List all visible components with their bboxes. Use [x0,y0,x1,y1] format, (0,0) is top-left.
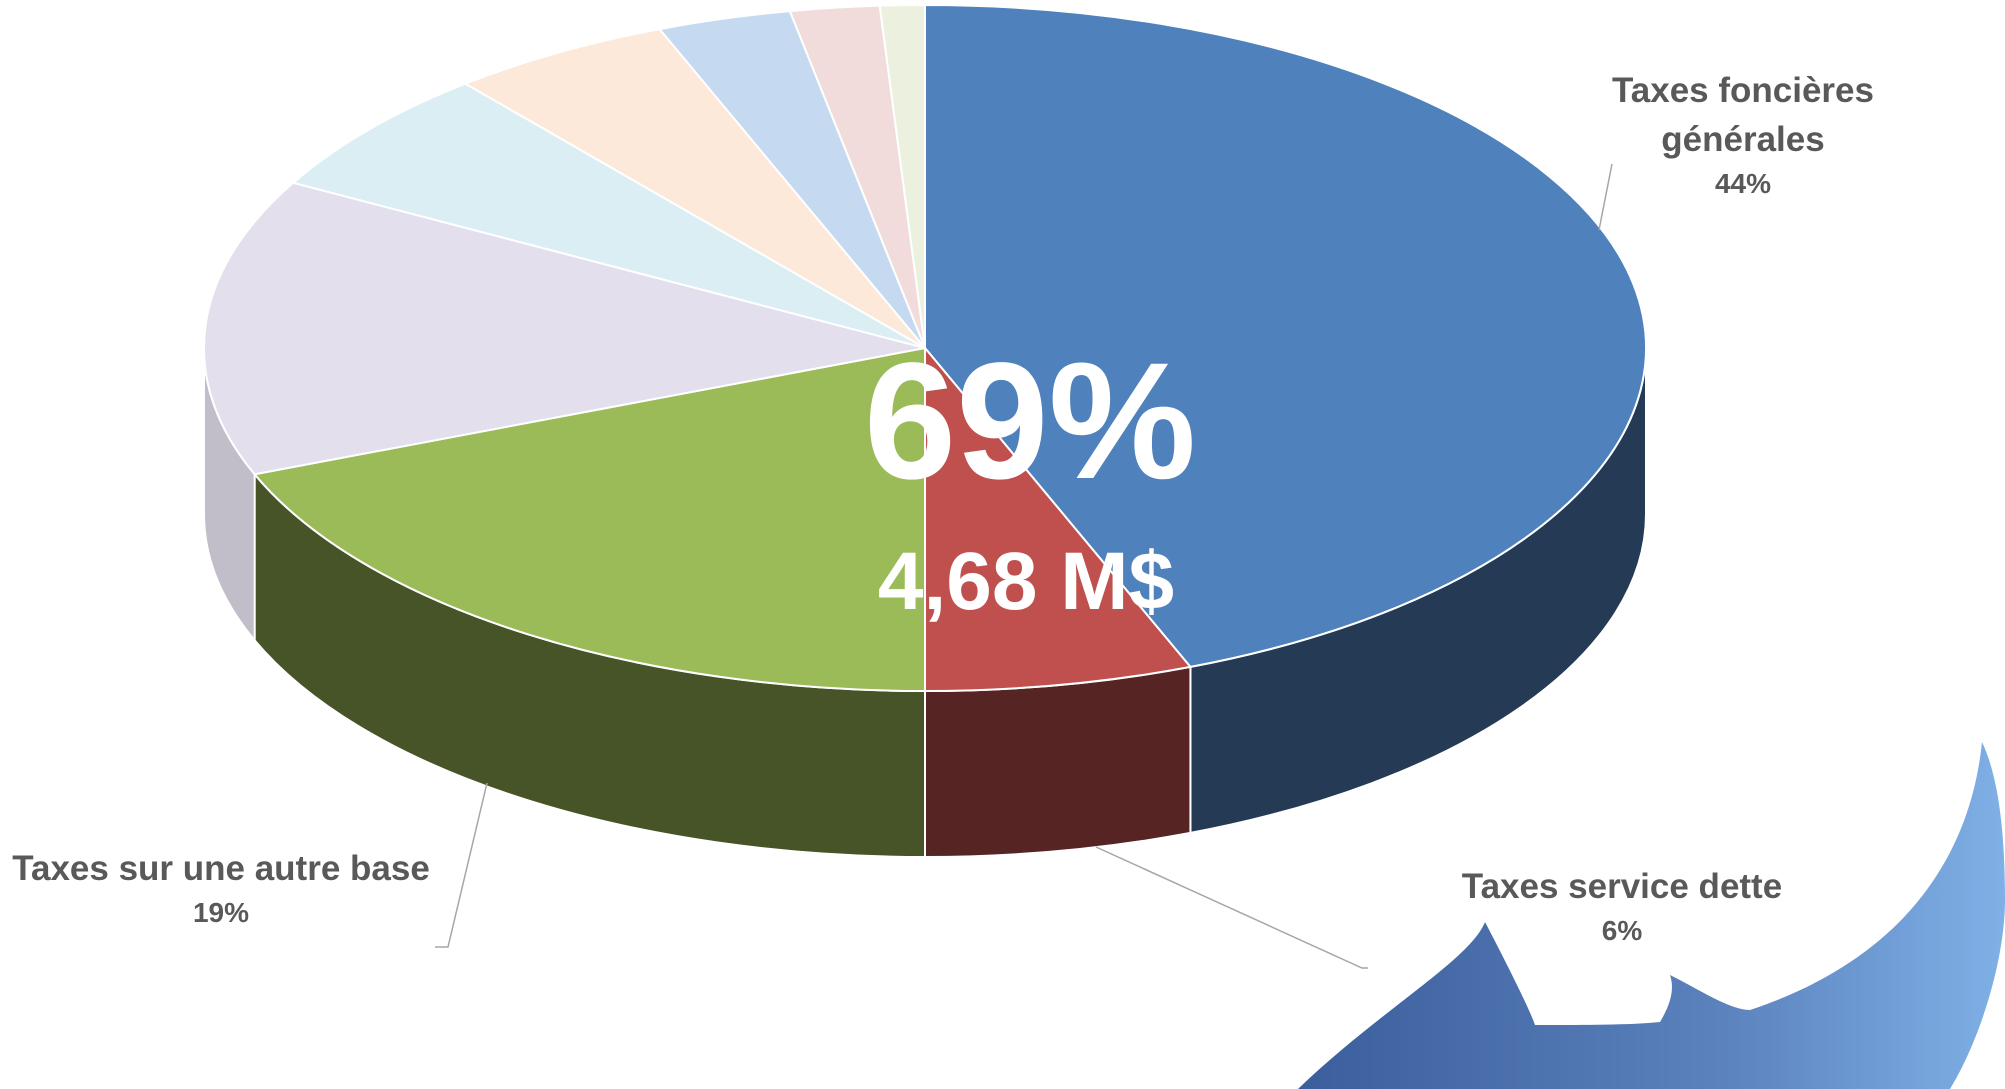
page: Taxes foncières générales44% Taxes servic… [0,0,2005,1089]
center-percent: 69% [864,327,1196,517]
slice-side [925,667,1190,857]
center-amount: 4,68 M$ [878,535,1174,629]
category-label: Taxes sur une autre base [0,844,451,893]
value-label: 19% [0,893,451,933]
category-label: Taxes service dette [1422,862,1822,911]
leader-line [1096,847,1368,968]
value-label: 6% [1422,911,1822,951]
value-label: 44% [1593,164,1893,204]
category-label: Taxes foncières générales [1593,66,1893,164]
